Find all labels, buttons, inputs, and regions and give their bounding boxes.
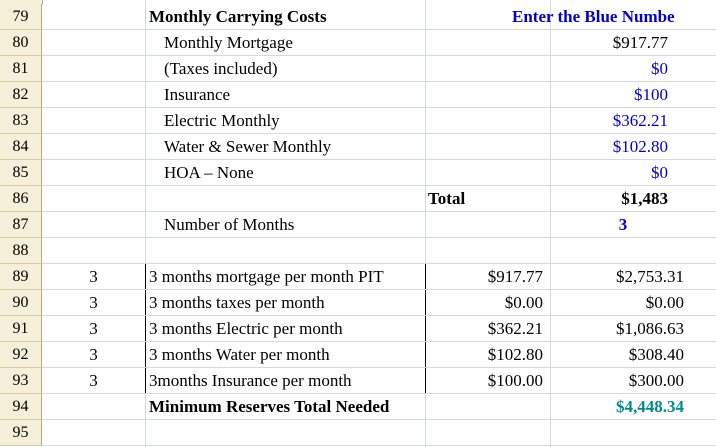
section-title: Monthly Carrying Costs [149, 7, 327, 26]
cell-label: 3 months taxes per month [149, 293, 325, 312]
total-value: $1,483 [621, 189, 668, 208]
row-number: 91 [0, 316, 42, 342]
cell-months: 3 [89, 371, 98, 390]
row: 86 Total $1,483 [0, 186, 716, 212]
cell-months: 3 [89, 319, 98, 338]
cell-value: $0.00 [504, 293, 543, 312]
row-number: 95 [0, 420, 42, 446]
row-number: 89 [0, 264, 42, 290]
row-number: 92 [0, 342, 42, 368]
cell-label: Number of Months [164, 215, 295, 234]
cell-value[interactable]: $0 [651, 59, 668, 78]
cell-value: $100.00 [487, 371, 543, 390]
row-number: 81 [0, 56, 42, 82]
row-number: 80 [0, 30, 42, 56]
row-number: 93 [0, 368, 42, 394]
total-label: Total [428, 189, 466, 208]
row-number: 85 [0, 160, 42, 186]
cell-value[interactable]: $0 [651, 163, 668, 182]
row: 90 3 3 months taxes per month $0.00 $0.0… [0, 290, 716, 316]
cell-months: 3 [89, 267, 98, 286]
cell-label: Electric Monthly [164, 111, 280, 130]
row: 94 Minimum Reserves Total Needed $4,448.… [0, 394, 716, 420]
cell-value[interactable]: $100 [634, 85, 668, 104]
cell-value: $308.40 [628, 345, 684, 364]
cell-value: $917.77 [612, 33, 668, 52]
row: 88 [0, 238, 716, 264]
cell-months: 3 [89, 293, 98, 312]
row-number: 83 [0, 108, 42, 134]
row-number: 84 [0, 134, 42, 160]
row: 81 (Taxes included) $0 [0, 56, 716, 82]
row: 79 Monthly Carrying Costs Enter the Blue… [0, 4, 716, 30]
cell-label: Insurance [164, 85, 231, 104]
cell-label: HOA – None [164, 163, 254, 182]
row: 85 HOA – None $0 [0, 160, 716, 186]
row: 93 3 3months Insurance per month $100.00… [0, 368, 716, 394]
cell-value: $102.80 [487, 345, 543, 364]
total-label: Minimum Reserves Total Needed [149, 397, 390, 416]
row-number: 90 [0, 290, 42, 316]
cell-label: 3 months mortgage per month PIT [149, 267, 384, 286]
cell-value: $0.00 [645, 293, 684, 312]
row-number: 88 [0, 238, 42, 264]
row-number: 79 [0, 4, 42, 30]
cell-months: 3 [89, 345, 98, 364]
row-number: 87 [0, 212, 42, 238]
row: 95 [0, 420, 716, 446]
row: 83 Electric Monthly $362.21 [0, 108, 716, 134]
cell-label: 3 months Electric per month [149, 319, 343, 338]
cell-value[interactable]: $102.80 [612, 137, 668, 156]
row: 80 Monthly Mortgage $917.77 [0, 30, 716, 56]
column-border [425, 0, 426, 447]
row-number: 82 [0, 82, 42, 108]
instruction: Enter the Blue Numbe [512, 7, 675, 26]
total-value: $4,448.34 [616, 397, 684, 416]
row: 92 3 3 months Water per month $102.80 $3… [0, 342, 716, 368]
row: 91 3 3 months Electric per month $362.21… [0, 316, 716, 342]
cell-label: Water & Sewer Monthly [164, 137, 332, 156]
cell-border [145, 264, 146, 394]
cell-label: Monthly Mortgage [164, 33, 293, 52]
cell-label: (Taxes included) [164, 59, 278, 78]
row: 87 Number of Months 3 [0, 212, 716, 238]
row: 89 3 3 months mortgage per month PIT $91… [0, 264, 716, 290]
row-number: 94 [0, 394, 42, 420]
column-border [550, 0, 551, 447]
cell-value: $362.21 [487, 319, 543, 338]
cell-value: $917.77 [487, 267, 543, 286]
row: 84 Water & Sewer Monthly $102.80 [0, 134, 716, 160]
cell-label: 3 months Water per month [149, 345, 330, 364]
column-border [145, 0, 146, 447]
cell-value: $1,086.63 [616, 319, 684, 338]
row-number: 86 [0, 186, 42, 212]
cell-value[interactable]: 3 [618, 215, 628, 234]
row: 82 Insurance $100 [0, 82, 716, 108]
cell-value[interactable]: $362.21 [612, 111, 668, 130]
cell-border [425, 264, 426, 394]
cell-value: $2,753.31 [616, 267, 684, 286]
cell-value: $300.00 [628, 371, 684, 390]
cell-label: 3months Insurance per month [149, 371, 352, 390]
